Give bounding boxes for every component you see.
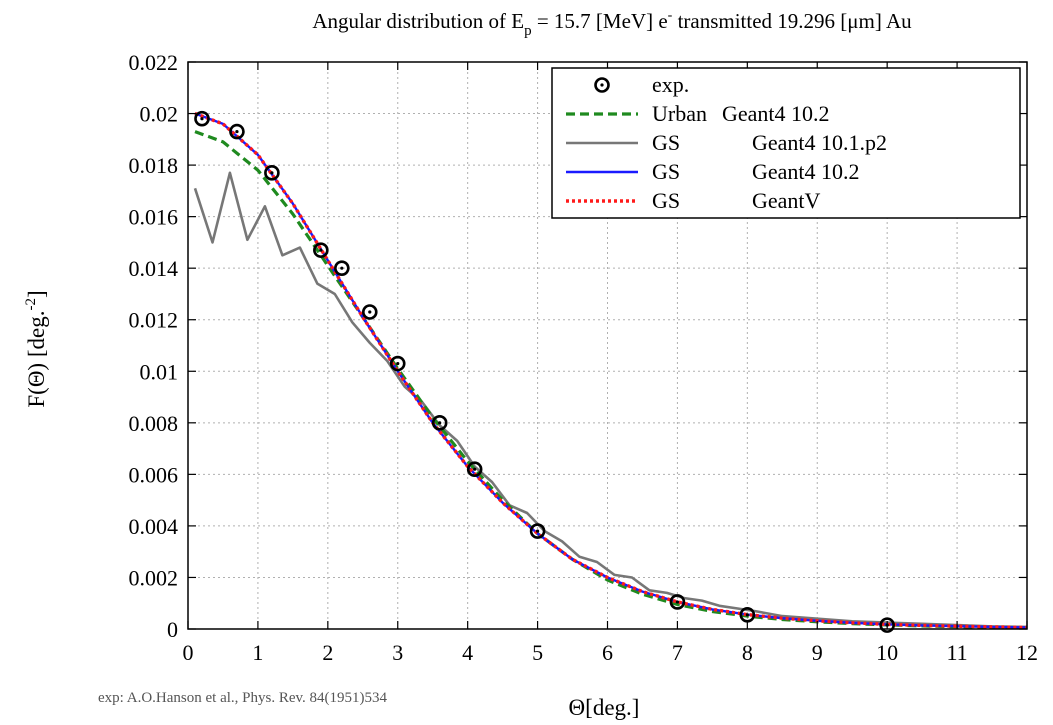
y-tick-label: 0.022 bbox=[129, 50, 179, 75]
legend-marker-exp bbox=[594, 77, 610, 93]
exp-data-point bbox=[229, 123, 245, 140]
y-tick-label: 0.01 bbox=[140, 359, 179, 384]
x-tick-label: 4 bbox=[462, 640, 473, 665]
legend: exp. Urban Geant4 10.2 GS Geant4 10.1.p2 GS Ge… bbox=[551, 67, 1021, 219]
exp-data-point bbox=[529, 523, 546, 539]
x-tick-label: 2 bbox=[322, 640, 333, 665]
series-line-gs-geantv bbox=[194, 111, 1028, 630]
x-tick-label: 7 bbox=[672, 640, 683, 665]
exp-data-point bbox=[466, 461, 483, 478]
y-tick-label: 0 bbox=[167, 617, 178, 642]
x-tick-label: 0 bbox=[183, 640, 194, 665]
series-line-gs-geant4-10-1-p2 bbox=[193, 171, 1028, 629]
y-tick-label: 0.016 bbox=[129, 205, 179, 230]
exp-data-point bbox=[334, 260, 350, 276]
x-tick-label: 8 bbox=[742, 640, 753, 665]
legend-label-method: Urban bbox=[652, 101, 707, 126]
legend-label-method: GS bbox=[652, 188, 680, 213]
y-tick-label: 0.008 bbox=[129, 411, 179, 436]
y-tick-label: 0.004 bbox=[129, 514, 179, 539]
exp-data-point bbox=[194, 110, 210, 127]
x-tick-label: 11 bbox=[946, 640, 967, 665]
legend-label: Geant4 10.1.p2 bbox=[752, 130, 887, 155]
chart-title: Angular distribution of Ep = 15.7 [MeV] … bbox=[312, 8, 912, 39]
exp-data-point bbox=[361, 304, 378, 320]
y-tick-label: 0.002 bbox=[129, 565, 179, 590]
exp-data-point bbox=[669, 594, 686, 610]
exp-data-point bbox=[389, 355, 406, 372]
y-tick-label: 0.014 bbox=[129, 256, 179, 281]
legend-label: GeantV bbox=[752, 188, 821, 213]
exp-data-point bbox=[264, 165, 280, 181]
y-tick-label: 0.006 bbox=[129, 462, 179, 487]
x-tick-label: 9 bbox=[812, 640, 823, 665]
axis-ticks: 0 1 2 3 4 5 6 7 8 9 10 11 1200.0020.0040.0060.0080.0… bbox=[129, 50, 1039, 665]
legend-label-method: GS bbox=[652, 159, 680, 184]
reference-footnote: exp: A.O.Hanson et al., Phys. Rev. 84(19… bbox=[98, 690, 387, 706]
x-tick-label: 10 bbox=[876, 640, 898, 665]
legend-label: Geant4 10.2 bbox=[722, 101, 830, 126]
y-tick-label: 0.018 bbox=[129, 153, 179, 178]
x-axis-label: Θ[deg.] bbox=[569, 695, 640, 720]
y-tick-label: 0.012 bbox=[129, 308, 179, 333]
legend-label: exp. bbox=[652, 72, 689, 97]
exp-data-point bbox=[431, 415, 448, 431]
plot-frame bbox=[187, 61, 1028, 630]
exp-data-point bbox=[313, 242, 329, 258]
x-tick-label: 1 bbox=[252, 640, 263, 665]
x-tick-label: 5 bbox=[532, 640, 543, 665]
x-tick-label: 12 bbox=[1016, 640, 1038, 665]
legend-label-method: GS bbox=[652, 130, 680, 155]
y-tick-label: 0.02 bbox=[140, 102, 179, 127]
y-axis-label: F(Θ) [deg.-2] bbox=[23, 290, 49, 407]
x-tick-label: 6 bbox=[602, 640, 613, 665]
legend-label: Geant4 10.2 bbox=[752, 159, 860, 184]
x-tick-label: 3 bbox=[392, 640, 403, 665]
